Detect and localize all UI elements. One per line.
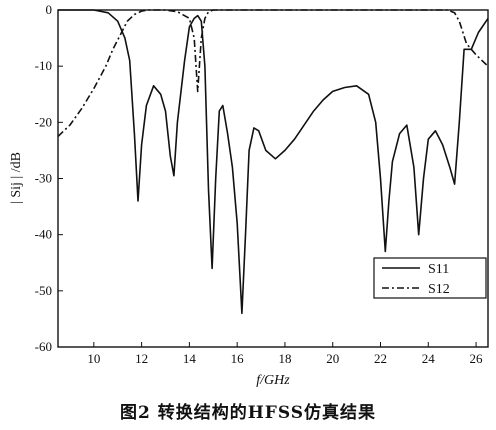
figure-caption: 图2 转换结构的HFSS仿真结果 bbox=[119, 403, 377, 423]
x-tick-label: 24 bbox=[422, 351, 436, 366]
y-tick-label: -50 bbox=[35, 283, 52, 298]
y-tick-label: -40 bbox=[35, 227, 52, 242]
y-tick-label: -20 bbox=[35, 114, 52, 129]
chart-svg: 0 -10 -20 -30 -40 -50 -60 10 12 14 16 18 20 22 24 26 |… bbox=[9, 2, 489, 388]
series-layer bbox=[57, 9, 489, 315]
x-tick-label: 14 bbox=[183, 351, 197, 366]
x-tick-label: 16 bbox=[231, 351, 245, 366]
x-tick-label: 20 bbox=[326, 351, 339, 366]
legend-s11-label: S11 bbox=[428, 262, 449, 277]
x-axis-ticks: 10 12 14 16 18 20 22 24 26 bbox=[87, 342, 483, 366]
legend: S11 S12 bbox=[373, 257, 487, 299]
x-tick-label: 26 bbox=[470, 351, 484, 366]
series-line-s11 bbox=[58, 9, 489, 315]
x-tick-label: 18 bbox=[278, 351, 291, 366]
legend-box bbox=[373, 257, 487, 299]
series-line-s12 bbox=[57, 9, 489, 137]
legend-s12-label: S12 bbox=[428, 282, 450, 297]
y-axis-ticks: 0 -10 -20 -30 -40 -50 -60 bbox=[35, 2, 63, 354]
x-tick-label: 12 bbox=[135, 351, 148, 366]
y-tick-label: 0 bbox=[46, 2, 53, 17]
x-tick-label: 10 bbox=[87, 351, 100, 366]
y-tick-label: -60 bbox=[35, 339, 52, 354]
x-tick-label: 22 bbox=[374, 351, 387, 366]
y-tick-label: -10 bbox=[35, 58, 52, 73]
y-axis-label: | Sij | /dB bbox=[9, 152, 24, 204]
x-axis-label: f/GHz bbox=[256, 373, 290, 388]
y-tick-label: -30 bbox=[35, 171, 52, 186]
